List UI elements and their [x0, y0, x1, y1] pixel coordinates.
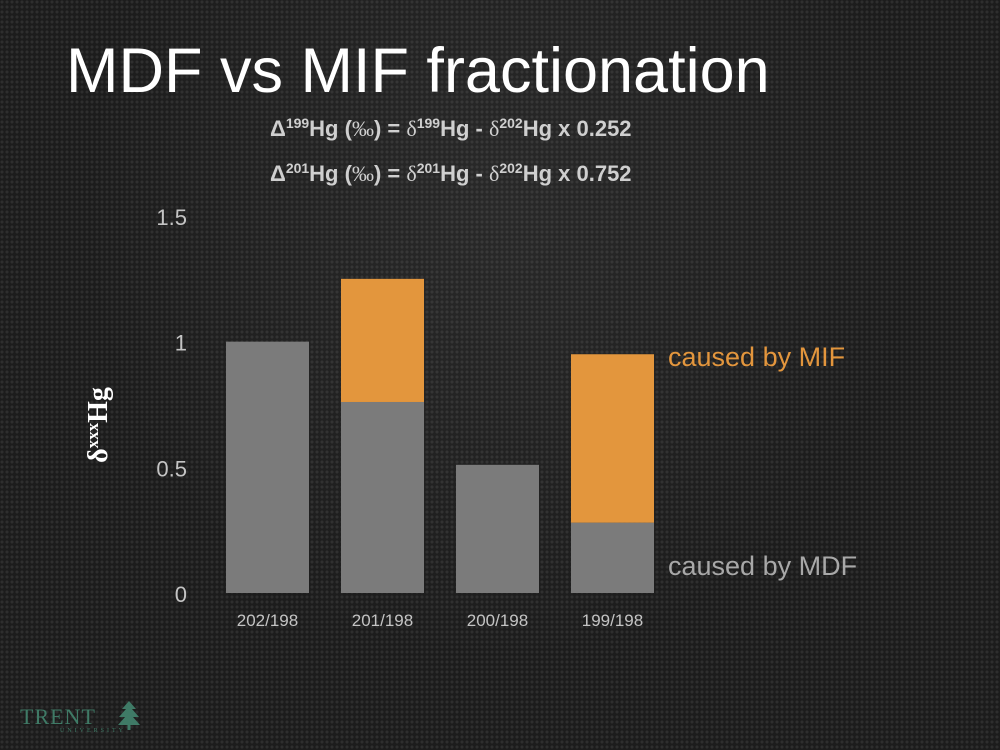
delta-201-formula: Δ201Hg (‰) = δ201Hg - δ202Hg x 0.752 — [270, 161, 632, 187]
formula-text: ) = — [373, 161, 407, 186]
formula-mass: 199 — [416, 115, 441, 131]
bar-caused-by-mif — [571, 354, 654, 523]
tree-icon — [118, 701, 140, 730]
formula-text: Hg ( — [309, 116, 352, 141]
slide-title: MDF vs MIF fractionation — [66, 36, 770, 106]
bar-caused-by-mif — [341, 278, 424, 402]
x-tick-label: 201/198 — [352, 611, 413, 630]
formula-text: ) = — [373, 116, 407, 141]
bar-caused-by-mdf — [456, 464, 539, 593]
formula-mass: 201 — [285, 160, 310, 176]
trent-university-logo: TRENT UNIVERSITY — [20, 700, 150, 740]
bar-caused-by-mdf — [341, 401, 424, 593]
formula-symbol: Δ — [270, 161, 286, 186]
formula-text: Hg - — [440, 161, 489, 186]
permil-symbol: ‰ — [351, 116, 374, 141]
y-tick-label: 0 — [175, 582, 187, 607]
delta-199-formula: Δ199Hg (‰) = δ199Hg - δ202Hg x 0.252 — [270, 116, 632, 142]
x-tick-label: 202/198 — [237, 611, 298, 630]
formula-symbol: δ — [406, 116, 417, 141]
formula-mass: 202 — [499, 160, 523, 176]
formula-symbol: δ — [406, 161, 417, 186]
x-tick-label: 199/198 — [582, 611, 643, 630]
formula-symbol: δ — [488, 161, 500, 186]
formula-symbol: Δ — [270, 116, 286, 141]
formula-mass: 199 — [285, 115, 310, 131]
formula-text: Hg - — [440, 116, 489, 141]
y-tick-label: 1 — [175, 331, 187, 356]
formula-text: Hg ( — [309, 161, 352, 186]
logo-text: TRENT — [20, 704, 96, 729]
x-tick-label: 200/198 — [467, 611, 528, 630]
legend-label: caused by MDF — [668, 551, 857, 581]
y-tick-label: 0.5 — [156, 456, 187, 481]
logo-subtext: UNIVERSITY — [60, 728, 126, 734]
formula-symbol: δ — [488, 116, 500, 141]
bar-caused-by-mdf — [571, 522, 654, 593]
formula-mass: 202 — [499, 115, 523, 131]
formula-mass: 201 — [416, 160, 441, 176]
formula-text: Hg x 0.252 — [522, 116, 632, 141]
permil-symbol: ‰ — [351, 161, 374, 186]
formula-text: Hg x 0.752 — [522, 161, 632, 186]
y-tick-label: 1.5 — [156, 205, 187, 230]
bar-caused-by-mdf — [226, 341, 309, 593]
legend-label: caused by MIF — [668, 342, 845, 372]
